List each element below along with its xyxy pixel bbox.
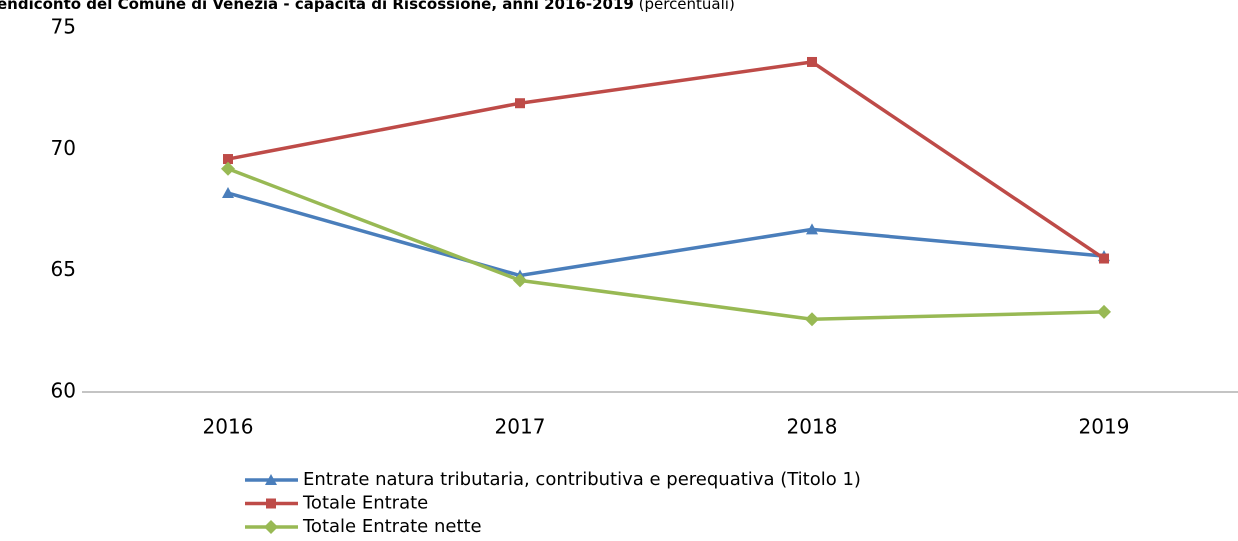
x-tick-label: 2016 [203,415,254,439]
marker [223,154,233,165]
marker [807,56,817,67]
legend-label: Entrate natura tributaria, contributiva … [303,469,861,490]
x-tick-label: 2018 [787,415,838,439]
y-tick-label: 60 [51,379,76,403]
marker [1099,253,1109,264]
marker [264,520,278,534]
x-tick-label: 2019 [1079,415,1130,439]
y-tick-label: 75 [51,15,76,39]
legend-label: Totale Entrate nette [302,516,482,537]
marker [806,223,818,235]
y-tick-label: 65 [51,257,76,281]
series-line [227,191,1105,278]
subtitle: (percentuali) [639,0,735,13]
marker [265,474,277,485]
x-tick-label: 2017 [495,415,546,439]
marker [1097,304,1111,319]
legend-label: Totale Entrate [302,493,428,514]
series-line [227,60,1105,260]
marker [222,187,234,199]
marker [513,273,527,288]
marker [266,498,276,509]
y-tick-label: 70 [51,136,76,160]
marker [515,98,525,109]
marker [221,161,235,176]
title: endiconto del Comune di Venezia - capaci… [0,0,634,13]
series-line [227,167,1105,321]
marker [805,312,819,327]
chart-title: endiconto del Comune di Venezia - capaci… [0,0,735,13]
